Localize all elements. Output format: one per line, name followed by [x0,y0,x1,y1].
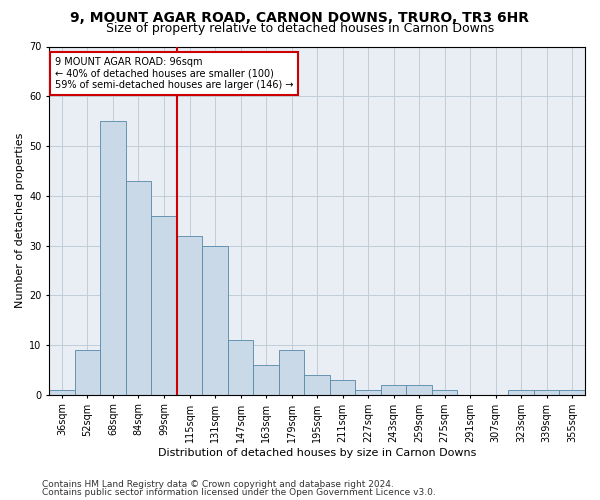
X-axis label: Distribution of detached houses by size in Carnon Downs: Distribution of detached houses by size … [158,448,476,458]
Bar [100,121,126,395]
Bar [559,390,585,395]
Bar [406,385,432,395]
Bar [508,390,534,395]
Bar [432,390,457,395]
Y-axis label: Number of detached properties: Number of detached properties [15,133,25,308]
Bar [355,390,381,395]
Bar [534,390,559,395]
Text: 9 MOUNT AGAR ROAD: 96sqm
← 40% of detached houses are smaller (100)
59% of semi-: 9 MOUNT AGAR ROAD: 96sqm ← 40% of detach… [55,57,293,90]
Text: Contains HM Land Registry data © Crown copyright and database right 2024.: Contains HM Land Registry data © Crown c… [42,480,394,489]
Bar [279,350,304,395]
Bar [126,181,151,395]
Bar [151,216,177,395]
Bar [74,350,100,395]
Text: Contains public sector information licensed under the Open Government Licence v3: Contains public sector information licen… [42,488,436,497]
Bar [49,390,74,395]
Bar [304,375,330,395]
Bar [330,380,355,395]
Bar [202,246,228,395]
Text: Size of property relative to detached houses in Carnon Downs: Size of property relative to detached ho… [106,22,494,35]
Bar [253,365,279,395]
Bar [177,236,202,395]
Bar [381,385,406,395]
Text: 9, MOUNT AGAR ROAD, CARNON DOWNS, TRURO, TR3 6HR: 9, MOUNT AGAR ROAD, CARNON DOWNS, TRURO,… [71,11,530,25]
Bar [228,340,253,395]
